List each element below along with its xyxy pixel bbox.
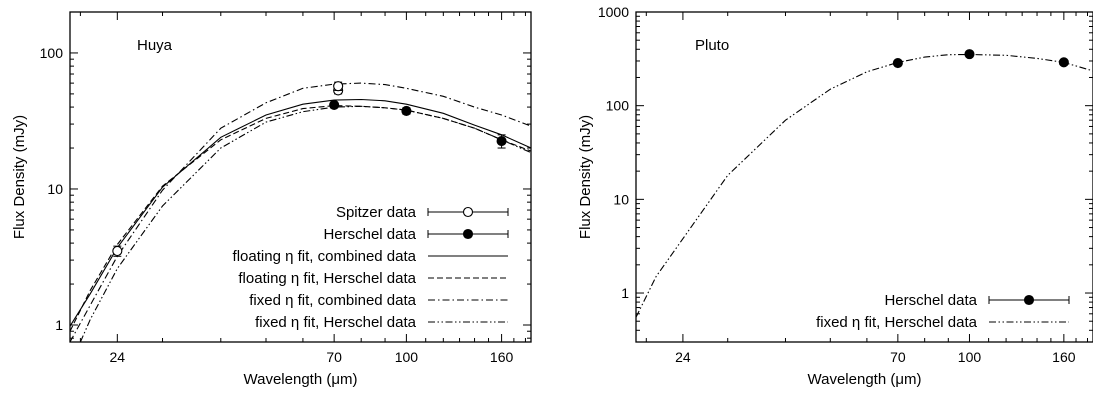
data-point-filled [401,105,412,116]
data-point-open [333,81,344,92]
legend-swatch [1023,294,1035,306]
y-tick-label: 1000 [598,4,629,20]
x-tick-label: 100 [958,349,982,365]
pluto-chart-panel: 24 70 100 160 1 10 100 1000 Wavelength (μm) Flux … [577,4,1093,388]
data-point-open [112,245,123,257]
y-tick-label: 100 [40,45,64,61]
plot-frame [69,11,532,343]
x-tick-label: 100 [395,349,419,365]
y-axis-title: Flux Density (mJy) [11,115,28,239]
data-point-filled [496,136,507,147]
data-point-filled [329,99,340,110]
legend-label: floating η fit, Herschel data [238,270,416,287]
legend-label: Herschel data [884,292,977,309]
data-point-filled [892,58,903,69]
y-tick-label: 1 [55,317,63,333]
fit-curve-series [636,53,1093,318]
x-axis-title: Wavelength (μm) [244,371,358,388]
legend-label: Spitzer data [336,204,417,221]
x-tick-label: 70 [326,349,342,365]
data-point-filled [1058,57,1069,68]
plot-frame [635,11,1093,343]
fit-curve-series [70,82,531,342]
legend-label: floating η fit, combined data [233,248,417,265]
legend-label: fixed η fit, combined data [249,292,416,309]
x-tick-label: 160 [490,349,514,365]
y-tick-label: 1 [621,285,629,301]
legend-label: Herschel data [323,226,416,243]
legend-label: fixed η fit, Herschel data [255,314,417,331]
y-tick-label: 100 [606,98,630,114]
legend-swatch [462,228,474,240]
x-tick-label: 24 [675,349,691,365]
legend-swatch [462,206,474,218]
x-tick-label: 24 [110,349,126,365]
y-tick-label: 10 [47,181,63,197]
y-tick-label: 10 [613,191,629,207]
x-tick-label: 160 [1052,349,1076,365]
huya-chart-panel: 24 70 100 160 1 10 100 Wavelength (μm) Flux Dens… [11,11,532,388]
legend-label: fixed η fit, Herschel data [816,314,978,331]
y-axis-title: Flux Density (mJy) [577,115,594,239]
x-tick-label: 70 [890,349,906,365]
x-axis-title: Wavelength (μm) [808,371,922,388]
fit-curves [636,53,1093,318]
panel-label: Huya [137,37,173,54]
data-point-filled [964,49,975,60]
panel-label: Pluto [695,37,729,54]
